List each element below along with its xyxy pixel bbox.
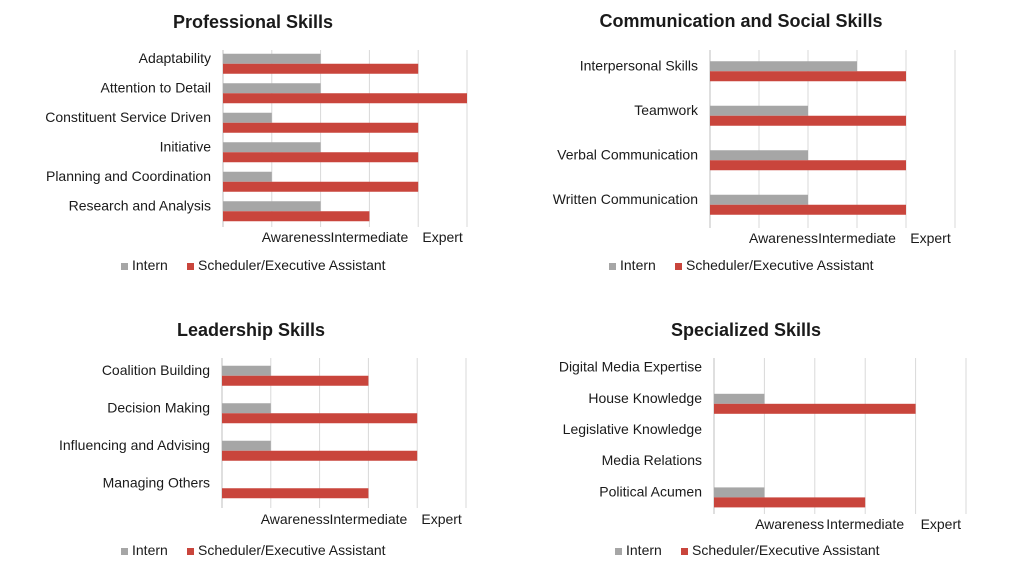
- bar-intern: [222, 403, 271, 414]
- chart-title: Specialized Skills: [671, 320, 821, 340]
- category-label: Attention to Detail: [100, 79, 211, 95]
- bar-scheduler: [710, 160, 906, 171]
- chart-title: Leadership Skills: [177, 320, 325, 340]
- x-tick-label: Expert: [910, 230, 951, 246]
- legend-swatch: [187, 548, 194, 555]
- x-tick-label: Intermediate: [330, 229, 408, 245]
- bar-scheduler: [223, 181, 419, 192]
- legend-swatch: [121, 263, 128, 270]
- bar-intern: [710, 150, 808, 161]
- category-label: Written Communication: [553, 191, 698, 207]
- bar-scheduler: [714, 497, 866, 508]
- category-label: Influencing and Advising: [59, 437, 210, 453]
- bar-intern: [223, 142, 321, 153]
- chart-panel: Professional Skills Awareness Intermediate…: [45, 12, 468, 273]
- bar-scheduler: [223, 122, 419, 133]
- x-tick-label: Awareness: [749, 230, 818, 246]
- bar-scheduler: [222, 450, 418, 461]
- legend-swatch: [681, 548, 688, 555]
- legend-swatch: [121, 548, 128, 555]
- bar-scheduler: [223, 63, 419, 74]
- x-tick-label: Intermediate: [818, 230, 896, 246]
- chart-title: Communication and Social Skills: [599, 11, 882, 31]
- bar-intern: [223, 112, 272, 123]
- category-label: Verbal Communication: [557, 146, 698, 162]
- bar-intern: [714, 393, 765, 404]
- bar-intern: [223, 53, 321, 64]
- bar-intern: [710, 194, 808, 205]
- chart-title: Professional Skills: [173, 12, 333, 32]
- x-tick-label: Expert: [422, 229, 463, 245]
- legend-swatch: [609, 263, 616, 270]
- bar-scheduler: [710, 204, 906, 215]
- x-tick-label: Awareness: [755, 516, 824, 532]
- bar-scheduler: [223, 93, 467, 104]
- category-label: Interpersonal Skills: [580, 57, 698, 73]
- x-tick-label: Awareness: [262, 229, 331, 245]
- category-label: Teamwork: [634, 102, 699, 118]
- chart-panel: Specialized Skills Awareness Intermediate E…: [559, 320, 967, 558]
- bar-scheduler: [222, 413, 418, 424]
- category-label: Initiative: [160, 138, 212, 154]
- legend-label: Intern: [620, 257, 656, 273]
- legend-label: Scheduler/Executive Assistant: [198, 257, 386, 273]
- category-label: Constituent Service Driven: [45, 109, 211, 125]
- legend-label: Scheduler/Executive Assistant: [198, 542, 386, 558]
- bar-scheduler: [222, 488, 369, 499]
- category-label: Planning and Coordination: [46, 168, 211, 184]
- category-label: Managing Others: [103, 474, 210, 490]
- legend-label: Intern: [132, 542, 168, 558]
- legend-swatch: [615, 548, 622, 555]
- bar-scheduler: [714, 403, 916, 414]
- category-label: House Knowledge: [588, 390, 702, 406]
- category-label: Research and Analysis: [69, 197, 211, 213]
- category-label: Political Acumen: [599, 483, 702, 499]
- chart-panel: Leadership Skills Awareness Intermediate Ex…: [59, 320, 467, 558]
- category-label: Digital Media Expertise: [559, 359, 702, 375]
- legend-swatch: [675, 263, 682, 270]
- legend-label: Intern: [626, 542, 662, 558]
- category-label: Adaptability: [139, 50, 211, 66]
- x-tick-label: Expert: [421, 511, 462, 527]
- bar-intern: [710, 61, 857, 72]
- x-tick-label: Intermediate: [826, 516, 904, 532]
- category-label: Coalition Building: [102, 362, 210, 378]
- bar-intern: [223, 83, 321, 94]
- category-label: Media Relations: [602, 452, 702, 468]
- bar-intern: [710, 105, 808, 116]
- chart-panel: Communication and Social Skills Awareness…: [553, 11, 956, 273]
- legend-swatch: [187, 263, 194, 270]
- category-label: Decision Making: [107, 399, 210, 415]
- bar-intern: [222, 365, 271, 376]
- x-tick-label: Awareness: [261, 511, 330, 527]
- legend-label: Scheduler/Executive Assistant: [692, 542, 880, 558]
- bar-scheduler: [710, 115, 906, 126]
- legend-label: Scheduler/Executive Assistant: [686, 257, 874, 273]
- bar-intern: [223, 201, 321, 212]
- x-tick-label: Intermediate: [329, 511, 407, 527]
- legend-label: Intern: [132, 257, 168, 273]
- category-label: Legislative Knowledge: [563, 421, 703, 437]
- bar-scheduler: [710, 71, 906, 82]
- bar-intern: [714, 487, 765, 498]
- bar-intern: [223, 171, 272, 182]
- bar-scheduler: [223, 152, 419, 163]
- bar-scheduler: [222, 375, 369, 386]
- bar-scheduler: [223, 211, 370, 222]
- bar-intern: [222, 440, 271, 451]
- x-tick-label: Expert: [921, 516, 962, 532]
